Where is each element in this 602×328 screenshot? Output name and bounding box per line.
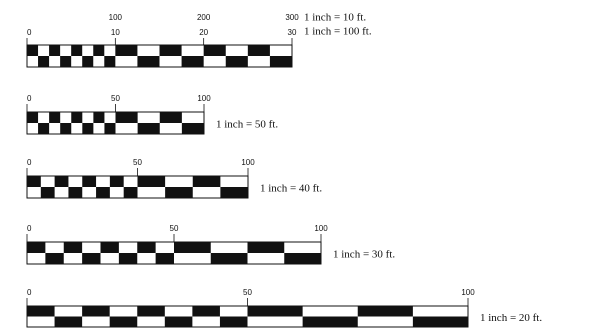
caption: 1 inch = 30 ft. xyxy=(333,249,395,261)
tick-label: 0 xyxy=(27,288,32,297)
tick-label: 0 xyxy=(27,224,32,233)
checker xyxy=(174,242,211,253)
checker xyxy=(123,187,138,198)
checker xyxy=(93,112,105,123)
checker xyxy=(27,242,46,253)
checker xyxy=(137,176,166,187)
checker xyxy=(68,187,83,198)
checker xyxy=(137,123,160,134)
checker xyxy=(137,242,156,253)
checker xyxy=(284,253,321,264)
checker xyxy=(165,187,193,198)
top-label: 300 xyxy=(285,13,299,22)
tick-label: 20 xyxy=(199,28,208,37)
checker xyxy=(60,56,72,67)
checker xyxy=(164,316,193,327)
checker xyxy=(219,316,248,327)
checker xyxy=(27,45,39,56)
top-label: 100 xyxy=(109,13,123,22)
checker xyxy=(220,187,248,198)
checker xyxy=(38,56,50,67)
checker xyxy=(159,112,182,123)
bar-outline xyxy=(26,44,293,68)
checker xyxy=(192,306,220,317)
checker xyxy=(210,253,248,264)
tick-label: 0 xyxy=(27,28,32,37)
caption: 1 inch = 50 ft. xyxy=(216,119,278,131)
checker xyxy=(357,306,413,317)
checker xyxy=(82,253,101,264)
checker xyxy=(269,56,292,67)
checker xyxy=(109,316,138,327)
caption: 1 inch = 20 ft. xyxy=(480,312,542,324)
tick-label: 50 xyxy=(111,94,120,103)
checker xyxy=(115,45,138,56)
checker xyxy=(225,56,248,67)
checker xyxy=(27,112,39,123)
checker xyxy=(49,112,61,123)
top-label: 200 xyxy=(197,13,211,22)
caption: 1 inch = 40 ft. xyxy=(260,183,322,195)
checker xyxy=(63,242,83,253)
tick-label: 50 xyxy=(243,288,252,297)
checker xyxy=(82,123,94,134)
checker xyxy=(109,176,124,187)
checker xyxy=(104,56,116,67)
checker xyxy=(60,123,72,134)
tick-label: 0 xyxy=(27,94,32,103)
checker xyxy=(38,123,50,134)
tick-label: 10 xyxy=(111,28,120,37)
checker xyxy=(203,45,226,56)
checker xyxy=(155,253,174,264)
checker xyxy=(54,316,83,327)
checker xyxy=(181,123,204,134)
tick-label: 0 xyxy=(27,158,32,167)
checker xyxy=(247,306,303,317)
checker xyxy=(27,176,41,187)
checker xyxy=(247,242,285,253)
tick-label: 50 xyxy=(133,158,142,167)
checker xyxy=(137,56,160,67)
tick-label: 100 xyxy=(461,288,475,297)
checker xyxy=(49,45,61,56)
checker xyxy=(192,176,221,187)
checker xyxy=(412,316,468,327)
checker xyxy=(40,187,55,198)
tick-label: 100 xyxy=(241,158,255,167)
checker xyxy=(247,45,270,56)
caption: 1 inch = 100 ft. xyxy=(304,26,372,38)
tick-label: 30 xyxy=(288,28,297,37)
checker xyxy=(71,112,83,123)
checker xyxy=(82,56,94,67)
checker xyxy=(93,45,105,56)
checker xyxy=(54,176,69,187)
caption: 1 inch = 10 ft. xyxy=(304,12,366,24)
checker xyxy=(104,123,116,134)
checker xyxy=(82,176,97,187)
checker xyxy=(118,253,138,264)
checker xyxy=(302,316,358,327)
checker xyxy=(82,306,110,317)
checker xyxy=(96,187,110,198)
checker xyxy=(159,45,182,56)
checker xyxy=(71,45,83,56)
tick-label: 100 xyxy=(314,224,328,233)
checker xyxy=(100,242,119,253)
checker xyxy=(45,253,64,264)
tick-label: 50 xyxy=(170,224,179,233)
checker xyxy=(137,306,165,317)
checker xyxy=(115,112,138,123)
tick-label: 100 xyxy=(197,94,211,103)
checker xyxy=(27,306,55,317)
checker xyxy=(181,56,204,67)
